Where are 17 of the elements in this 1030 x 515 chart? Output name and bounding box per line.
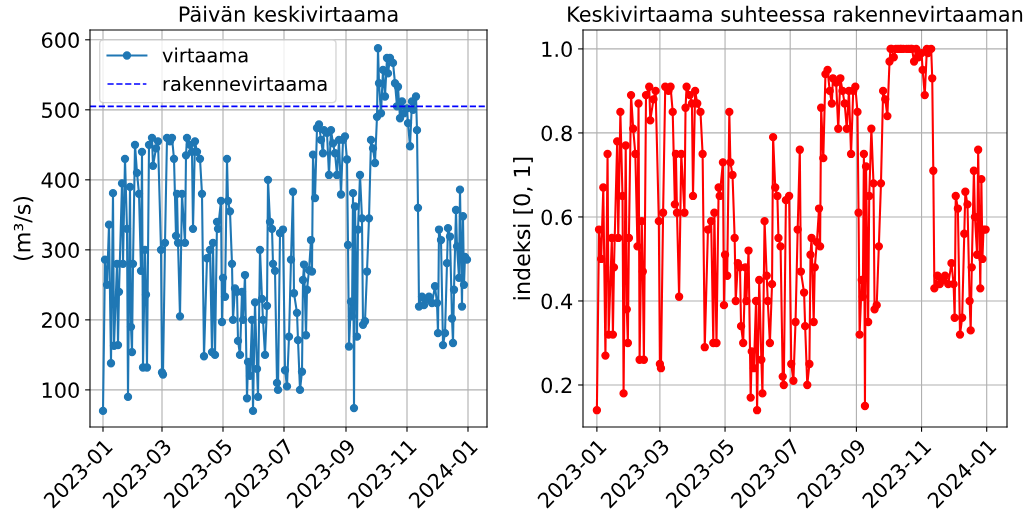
- y-tick-label: 500: [42, 102, 79, 119]
- chart-title: Päivän keskivirtaama: [179, 5, 398, 22]
- y-axis-title: indeksi [0, 1]: [513, 157, 533, 300]
- y-tick-label: 600: [41, 32, 79, 49]
- y-tick-label: 0.8: [541, 125, 572, 142]
- y-tick-label: 200: [42, 312, 79, 329]
- y-tick-label: 300: [42, 242, 79, 259]
- y-tick-label: 1.0: [542, 41, 572, 58]
- legend-label: virtaama: [162, 47, 248, 63]
- chart-title: Keskivirtaama suhteessa rakennevirtaaman: [568, 5, 1023, 22]
- y-axis-title: (m³/s): [13, 196, 34, 261]
- y-tick-label: 0.6: [541, 209, 572, 226]
- y-tick-label: 0.2: [541, 377, 572, 394]
- y-tick-label: 100: [42, 382, 79, 399]
- legend-label: rakennevirtaama: [163, 76, 327, 92]
- y-tick-label: 400: [41, 172, 79, 189]
- y-tick-label: 0.4: [541, 293, 573, 310]
